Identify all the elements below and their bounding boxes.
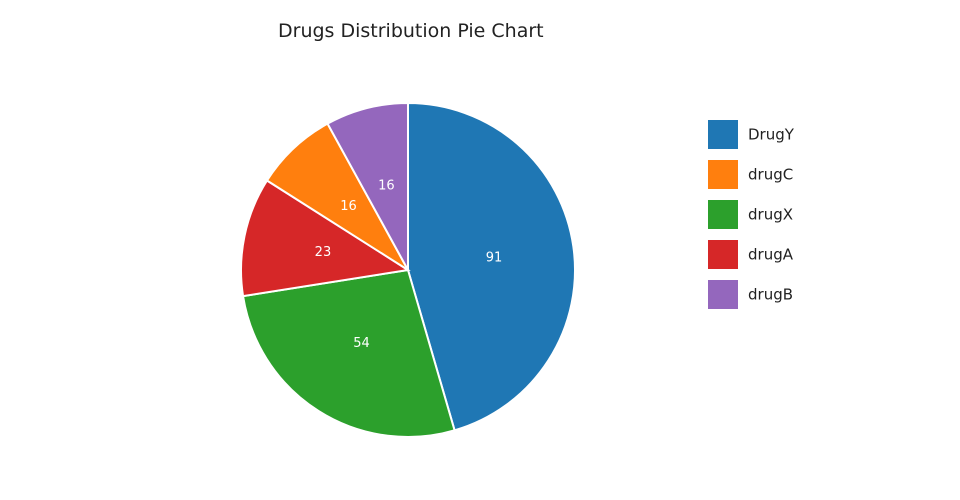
legend-item-drugb[interactable]: drugB: [708, 280, 793, 309]
legend-label-drugx: drugX: [748, 206, 793, 224]
slice-label-drugb: 16: [378, 178, 395, 193]
legend-item-drugc[interactable]: drugC: [708, 160, 793, 189]
pie-slice-drugy: [407, 101, 576, 432]
legend-swatch-druga: [708, 240, 738, 269]
legend-swatch-drugb: [708, 280, 738, 309]
legend-swatch-drugc: [708, 160, 738, 189]
legend-item-druga[interactable]: drugA: [708, 240, 794, 269]
slice-label-drugx: 54: [353, 336, 370, 351]
legend-item-drugy[interactable]: DrugY: [708, 120, 795, 149]
legend-swatch-drugx: [708, 200, 738, 229]
slice-labels: 91 54 23 16 16: [315, 178, 503, 350]
pie-slice-drugb: [326, 101, 409, 271]
pie-slice-drugx: [241, 268, 456, 438]
chart-title: Drugs Distribution Pie Chart: [278, 20, 544, 42]
pie-slices: [240, 101, 576, 438]
legend: DrugY drugC drugX drugA drugB: [708, 120, 795, 309]
slice-label-drugy: 91: [486, 250, 503, 265]
legend-label-druga: drugA: [748, 246, 794, 264]
slice-label-drugc: 16: [340, 199, 357, 214]
legend-swatch-drugy: [708, 120, 738, 149]
legend-label-drugy: DrugY: [748, 126, 795, 144]
pie-slice-druga: [240, 179, 411, 298]
slice-label-druga: 23: [315, 245, 332, 260]
legend-label-drugc: drugC: [748, 166, 793, 184]
legend-label-drugb: drugB: [748, 286, 793, 304]
legend-item-drugx[interactable]: drugX: [708, 200, 793, 229]
